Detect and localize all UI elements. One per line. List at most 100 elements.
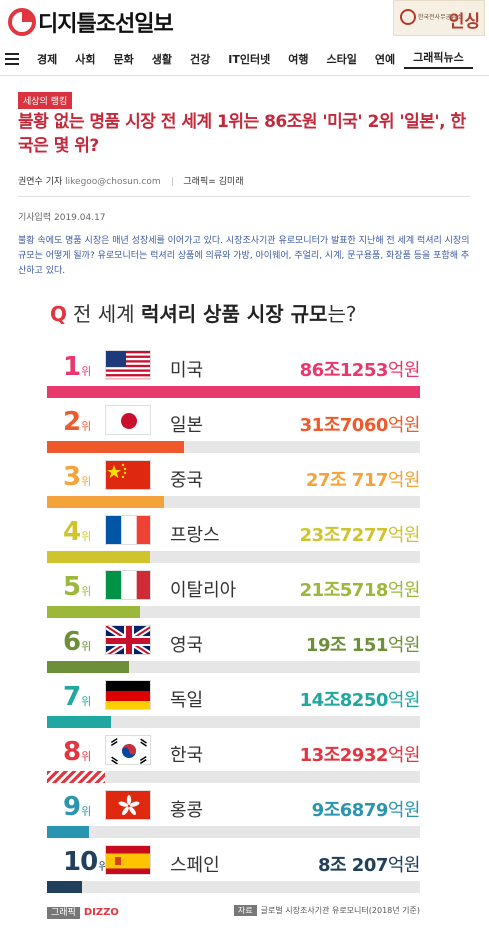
bar-fill [47, 661, 130, 673]
ranking-row: 2위 일본 31조7060억원 [47, 401, 421, 457]
country-name: 홍콩 [170, 800, 204, 821]
nav-item[interactable]: 건강 [190, 53, 211, 66]
graphic-brand-credit: 그래픽 DIZZO [47, 905, 119, 919]
nav-item[interactable]: 생활 [151, 53, 172, 66]
divider [18, 196, 470, 197]
credit-brand: DIZZO [83, 907, 119, 918]
author-email[interactable]: likegoo@chosun.com [65, 177, 161, 187]
ranking-row: 9위 홍콩 9조6879억원 [47, 786, 421, 842]
germany-flag-icon [105, 680, 151, 710]
bar-track [47, 661, 420, 673]
bar-track [47, 551, 420, 563]
article-intro: 불황 속에도 명품 시장은 매년 성장세를 이어가고 있다. 시장조사기관 유로… [18, 236, 470, 276]
country-name: 일본 [170, 415, 204, 436]
graphic-title-post: 는? [327, 302, 357, 326]
source-tag: 자료 [233, 905, 257, 916]
rank-number: 7위 [63, 682, 91, 712]
bar-fill [47, 551, 150, 563]
graphic-source: 자료 글로벌 시장조사기관 유로모니터(2018년 기준) [233, 905, 420, 916]
bar-fill [47, 826, 89, 838]
italy-flag-icon [105, 570, 151, 600]
question-mark-label: Q [50, 302, 68, 326]
bar-fill [47, 771, 105, 783]
bar-fill [47, 441, 185, 453]
ranking-row: 1위 미국 86조1253억원 [47, 346, 421, 402]
rank-number: 2위 [63, 407, 91, 437]
country-name: 중국 [170, 470, 204, 491]
rank-number: 3위 [63, 462, 91, 492]
nav-item[interactable]: 경제 [37, 53, 58, 66]
nav-items: 경제 사회 문화 생활 건강 IT인터넷 여행 스타일 연예 그래픽뉴스 [28, 42, 473, 76]
ranking-row: 6위 영국 19조 151억원 [47, 621, 421, 677]
source-text: 글로벌 시장조사기관 유로모니터(2018년 기준) [260, 906, 420, 915]
nav-item[interactable]: 사회 [75, 53, 96, 66]
bar-fill [47, 881, 82, 893]
bar-fill [47, 606, 141, 618]
ad-banner[interactable]: 한국전사무공급소 인싱 [393, 0, 485, 36]
us-flag-icon [105, 350, 151, 380]
byline: 권연수 기자 likegoo@chosun.com 그래픽= 김미래 [18, 174, 243, 187]
bar-fill [47, 386, 420, 398]
bar-fill [47, 496, 165, 508]
graphic-credit: 그래픽= 김미래 [183, 177, 244, 187]
nav-item[interactable]: IT인터넷 [228, 53, 271, 66]
rank-number: 8위 [63, 737, 91, 767]
ranking-row: 7위 독일 14조8250억원 [47, 676, 421, 732]
ranking-row: 5위 이탈리아 21조5718억원 [47, 566, 421, 622]
bar-track [47, 826, 420, 838]
country-name: 영국 [170, 635, 204, 656]
nav-item[interactable]: 그래픽뉴스 [404, 49, 473, 69]
graphic-title-bold: 럭셔리 상품 시장 규모 [140, 302, 328, 326]
market-size-value: 27조 717억원 [305, 470, 421, 491]
market-size-value: 86조1253억원 [299, 360, 421, 381]
nav-item[interactable]: 여행 [288, 53, 309, 66]
author-name: 권연수 기자 [18, 177, 63, 187]
article-headline: 불황 없는 명품 시장 전 세계 1위는 86조원 '미국' 2위 '일본', … [18, 112, 466, 156]
market-size-value: 9조6879억원 [311, 800, 421, 821]
ranking-row: 3위 중국 27조 717억원 [47, 456, 421, 512]
nav-item[interactable]: 스타일 [326, 53, 357, 66]
rank-number: 10위 [63, 847, 108, 877]
top-bar: 디지틀조선일보 한국전사무공급소 인싱 [0, 0, 489, 42]
logo-text: 디지틀조선일보 [38, 12, 174, 37]
france-flag-icon [105, 515, 151, 545]
bar-track [47, 496, 420, 508]
korea-flag-icon [105, 735, 151, 765]
nav-item[interactable]: 연예 [374, 53, 396, 66]
bar-track [47, 881, 420, 893]
rank-number: 6위 [63, 627, 91, 657]
graphic-title-pre: 전 세계 [73, 302, 141, 326]
ad-text: 한국전사무공급소 [418, 14, 463, 21]
ranking-row: 4위 프랑스 23조7277억원 [47, 511, 421, 567]
country-name: 미국 [170, 360, 204, 381]
bar-track [47, 771, 420, 783]
country-name: 스페인 [170, 855, 220, 876]
menu-icon[interactable] [5, 53, 19, 65]
bar-track [47, 716, 420, 728]
country-name: 이탈리아 [170, 580, 237, 601]
main-nav: 경제 사회 문화 생활 건강 IT인터넷 여행 스타일 연예 그래픽뉴스 [0, 42, 489, 76]
nav-item[interactable]: 문화 [113, 53, 134, 66]
byline-separator [171, 177, 173, 186]
market-size-value: 21조5718억원 [299, 580, 421, 601]
bar-track [47, 386, 420, 398]
ad-big-text: 인싱 [448, 12, 480, 32]
market-size-value: 31조7060억원 [299, 415, 421, 436]
spain-flag-icon [105, 845, 151, 875]
uk-flag-icon [105, 625, 151, 655]
bar-fill [47, 716, 112, 728]
date-label: 기사입력 [18, 213, 52, 223]
site-logo[interactable]: 디지틀조선일보 [8, 6, 174, 38]
ad-seal-icon [400, 9, 416, 25]
market-size-value: 14조8250억원 [299, 690, 421, 711]
section-badge[interactable]: 세상의 랭킹 [18, 92, 73, 109]
ranking-row: 8위 한국 13조2932억원 [47, 731, 421, 787]
rank-number: 4위 [63, 517, 91, 547]
dateline: 기사입력 2019.04.17 [18, 210, 106, 223]
ranking-row: 10위 스페인 8조 207억원 [47, 841, 421, 897]
market-size-value: 13조2932억원 [299, 745, 421, 766]
bar-track [47, 606, 420, 618]
country-name: 독일 [170, 690, 204, 711]
logo-mark-icon [8, 8, 36, 36]
